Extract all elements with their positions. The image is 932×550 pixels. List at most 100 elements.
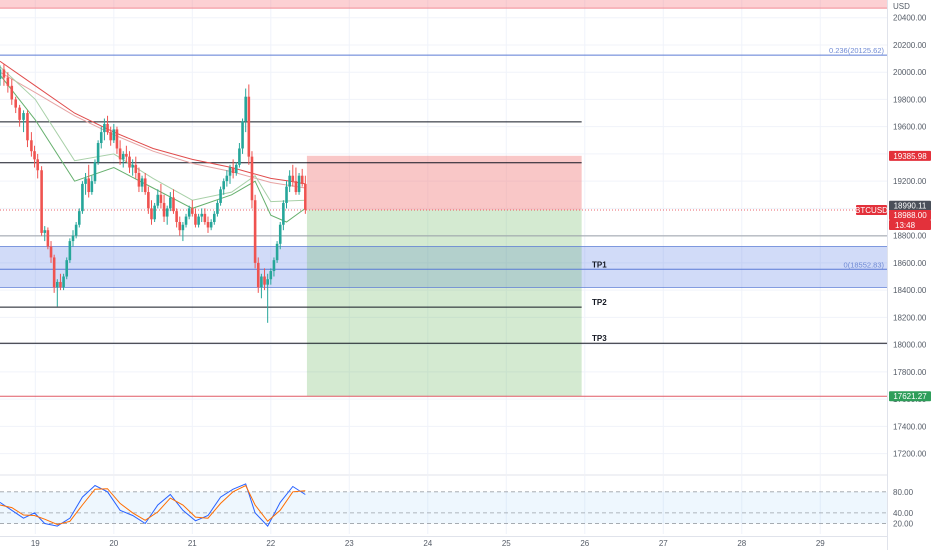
candle-body — [219, 189, 222, 203]
candle-body — [137, 172, 141, 187]
annotations-layer: 0.236(20125.62) 0(18552.83) TP1 TP2 TP3 — [592, 46, 885, 343]
candle-body — [93, 162, 97, 182]
candle-body — [106, 123, 109, 133]
candle-body — [26, 113, 29, 141]
x-tick-label: 27 — [659, 539, 668, 548]
candle-body — [49, 246, 53, 258]
countdown-tag — [889, 220, 931, 231]
candle-body — [77, 211, 81, 225]
price-axis[interactable]: USD 80.0040.0020.0017200.0017400.0017600… — [893, 2, 927, 528]
candle-body — [238, 148, 241, 165]
candle-body — [156, 194, 160, 206]
candle-body — [30, 140, 33, 152]
candle-body — [2, 69, 6, 78]
y-tick-label: 18800.00 — [893, 232, 927, 241]
candle-body — [68, 241, 72, 261]
stop-zone — [306, 155, 582, 211]
candle-body — [266, 279, 269, 285]
candle-body — [140, 178, 144, 187]
zones-layer — [0, 0, 887, 397]
candle-body — [134, 164, 138, 173]
candle-body — [52, 257, 56, 288]
candle-body — [81, 183, 84, 212]
candle-body — [96, 143, 100, 163]
candle-body — [234, 164, 238, 173]
candle-body — [153, 205, 156, 220]
candle-body — [109, 132, 112, 141]
candle-body — [74, 224, 78, 236]
x-tick-label: 19 — [31, 539, 40, 548]
candle-body — [291, 175, 295, 182]
oscillator-level-label: 20.00 — [893, 519, 914, 528]
candle-body — [181, 224, 185, 231]
candle-body — [103, 123, 106, 133]
y-tick-label: 20000.00 — [893, 68, 927, 77]
candle-body — [206, 222, 210, 228]
candle-body — [71, 235, 75, 242]
candle-body — [65, 260, 69, 277]
candle-body — [272, 260, 276, 272]
candle-body — [212, 213, 216, 223]
y-tick-label: 18200.00 — [893, 313, 927, 322]
candle-body — [263, 276, 266, 285]
candle-body — [22, 113, 25, 120]
moving-average-3 — [0, 66, 306, 203]
candle-body — [187, 208, 191, 217]
price-tag-label: 17621.27 — [893, 392, 927, 401]
candle-body — [147, 192, 150, 209]
candle-body — [304, 183, 307, 210]
candle-body — [143, 178, 147, 193]
candle-body — [247, 96, 251, 157]
oscillator-d-line — [0, 484, 306, 526]
x-tick-label: 22 — [266, 539, 275, 548]
candle-body — [115, 129, 119, 149]
price-tag-label: 19385.98 — [893, 152, 927, 161]
candle-body — [159, 194, 163, 203]
candle-body — [14, 99, 17, 108]
y-tick-label: 17800.00 — [893, 368, 927, 377]
candle-body — [36, 159, 39, 171]
candle-body — [260, 276, 263, 288]
take-profit-label: TP2 — [592, 298, 607, 307]
candle-body — [209, 222, 213, 228]
candle-body — [162, 202, 166, 217]
x-tick-label: 26 — [580, 539, 589, 548]
x-tick-label: 20 — [109, 539, 118, 548]
candle-body — [99, 132, 103, 144]
candle-body — [253, 200, 257, 263]
take-profit-label: TP1 — [592, 260, 607, 269]
fib-level-label: 0.236(20125.62) — [829, 46, 885, 55]
candle-body — [165, 208, 169, 217]
candle-body — [125, 153, 128, 157]
candle-body — [178, 222, 182, 231]
price-tag-label: 18988.00 — [893, 211, 927, 220]
oscillator-level-label: 40.00 — [893, 509, 914, 518]
y-tick-label: 19600.00 — [893, 123, 927, 132]
oscillator-level-label: 80.00 — [893, 488, 914, 497]
blue-zone — [0, 246, 887, 288]
candle-body — [46, 230, 50, 247]
candle-body — [87, 178, 90, 193]
candle-body — [228, 167, 232, 176]
y-tick-label: 19800.00 — [893, 95, 927, 104]
moving-averages-layer — [0, 60, 306, 223]
candle-body — [84, 178, 87, 184]
horizontal-lines-layer[interactable] — [0, 54, 887, 397]
candle-body — [56, 281, 59, 288]
symbol-tag — [856, 205, 887, 216]
candle-body — [172, 197, 175, 212]
price-tag — [889, 200, 931, 211]
candle-body — [121, 153, 125, 160]
candle-body — [112, 129, 116, 141]
time-axis[interactable]: 19 20 21 22 23 24 25 26 27 28 29 — [31, 539, 825, 548]
candle-body — [59, 281, 62, 288]
take-profit-label: TP3 — [592, 334, 607, 343]
y-tick-label: 20200.00 — [893, 41, 927, 50]
candle-body — [10, 85, 14, 100]
target-zone — [306, 210, 582, 397]
candle-body — [244, 96, 247, 122]
main-grid — [0, 0, 888, 550]
candle-body — [90, 181, 94, 193]
